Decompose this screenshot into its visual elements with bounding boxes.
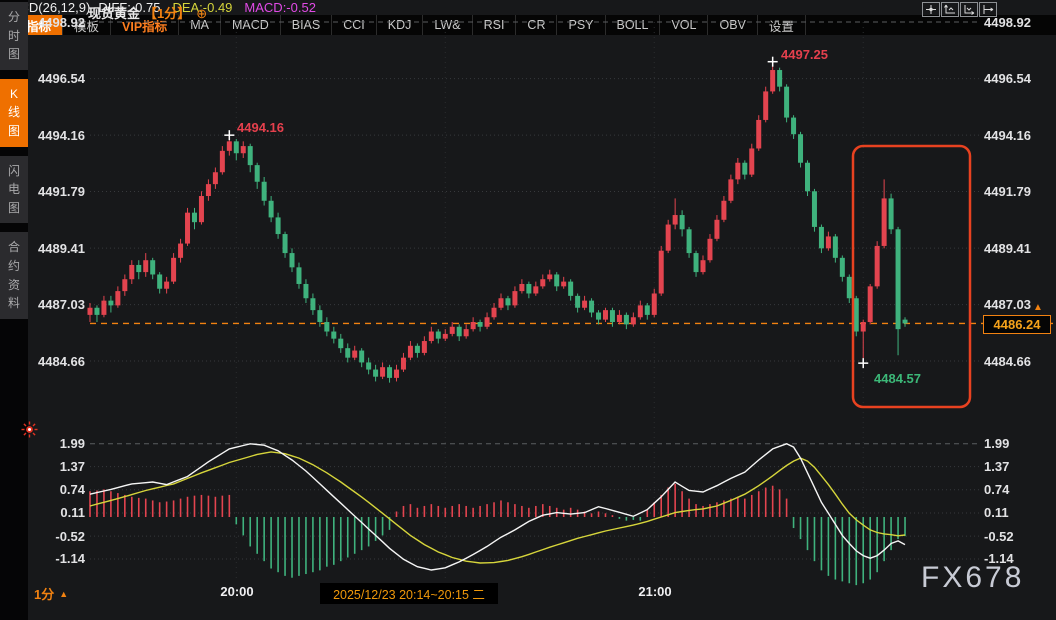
dropdown-arrow-icon: ▲ [59, 589, 69, 599]
time-tick-2100: 21:00 [638, 584, 672, 599]
sidebar-item-1[interactable]: K线图 [0, 78, 28, 147]
axis-tick-label: 4491.79 [984, 184, 1031, 199]
fit-reset-icon[interactable] [979, 2, 997, 17]
axis-tick-label: 1.37 [59, 459, 85, 475]
period-tag: 【1分】 [144, 6, 191, 21]
axis-tick-label: 4491.79 [38, 184, 85, 199]
axis-tick-label: 4498.92 [984, 14, 1031, 30]
alert-burst-icon [21, 421, 38, 438]
axis-tick-label: 4489.41 [984, 240, 1031, 256]
axis-tick-label: 0.74 [59, 482, 85, 498]
axis-tick-label: -1.14 [984, 551, 1014, 567]
symbol-name: 现货黄金 [88, 6, 141, 21]
chart-title: 现货黄金 【1分】 ⊕ [88, 3, 207, 22]
axis-tick-label: 0.11 [60, 505, 85, 521]
macd-diff-value: DIFF:-0.75 [98, 0, 161, 15]
axis-tick-label: 1.37 [984, 459, 1010, 475]
price-tag-arrow-icon: ▲ [1033, 302, 1043, 313]
axis-tick-label: -0.52 [55, 528, 85, 544]
toolbar-item-MACD[interactable]: MACD [221, 15, 281, 35]
axis-tick-label: 4496.54 [984, 71, 1031, 87]
axis-tick-label: 4494.16 [984, 127, 1031, 143]
fit-horizontal-icon[interactable] [960, 2, 978, 17]
macd-macd-value: MACD:-0.52 [244, 0, 316, 15]
axis-tick-label: 4496.54 [38, 71, 85, 87]
high-mark-label-2: 4497.25 [781, 47, 828, 62]
fit-vertical-icon[interactable] [941, 2, 959, 17]
axis-tick-label: 1.99 [59, 436, 85, 452]
sidebar-item-2[interactable]: 闪电图 [0, 155, 28, 224]
pan-tool-icon[interactable] [922, 2, 940, 17]
sidebar-item-label: 合约资料 [7, 240, 20, 311]
axis-tick-label: 4494.16 [38, 127, 85, 143]
macd-dea-value: DEA:-0.49 [172, 0, 233, 15]
axis-tick-label: 4498.92 [38, 14, 85, 30]
watermark: FX678 [921, 561, 1025, 594]
axis-tick-label: 4484.66 [38, 353, 85, 369]
axis-tick-label: 4487.03 [984, 297, 1031, 313]
toolbar-item-MA[interactable]: MA [179, 15, 221, 35]
axis-tick-label: 4487.03 [38, 297, 85, 313]
axis-tick-label: -1.14 [55, 551, 85, 567]
toolbar-item-模板[interactable]: 模板 [63, 15, 112, 35]
low-mark-label: 4484.57 [874, 371, 921, 386]
sidebar-item-label: K线图 [7, 86, 20, 138]
axis-tick-label: 1.99 [984, 436, 1010, 452]
toolbar-item-VIP指标[interactable]: VIP指标 [111, 15, 180, 35]
period-selector[interactable]: 1分 ▲ [34, 587, 69, 602]
sidebar-item-label: 闪电图 [7, 163, 20, 215]
current-price-tag: 4486.24 [983, 315, 1051, 334]
add-indicator-icon[interactable]: ⊕ [196, 6, 208, 21]
time-tick-2000: 20:00 [220, 584, 254, 599]
axis-tick-label: 0.74 [984, 482, 1010, 498]
axis-tick-label: 4484.66 [984, 353, 1031, 369]
axis-tick-label: 0.11 [984, 505, 1009, 521]
sidebar-item-label: 分时图 [7, 10, 20, 62]
sidebar-item-0[interactable]: 分时图 [0, 2, 28, 70]
toolbar-item-设置[interactable]: 设置 [758, 15, 806, 35]
macd-header: MACD(26,12,9) DIFF:-0.75 DEA:-0.49 MACD:-0.… [0, 0, 1056, 15]
axis-tick-label: 4489.41 [38, 240, 85, 256]
chart-type-sidebar: 分时图 K线图闪电图合约资料 [0, 0, 28, 620]
high-mark-label-1: 4494.16 [237, 120, 284, 135]
axis-tick-label: -0.52 [984, 528, 1014, 544]
toolbar-item-CCI[interactable]: CCI [332, 15, 377, 35]
sidebar-item-3[interactable]: 合约资料 [0, 232, 28, 319]
time-range-label: 2025/12/23 20:14~20:15 二 [320, 583, 498, 604]
